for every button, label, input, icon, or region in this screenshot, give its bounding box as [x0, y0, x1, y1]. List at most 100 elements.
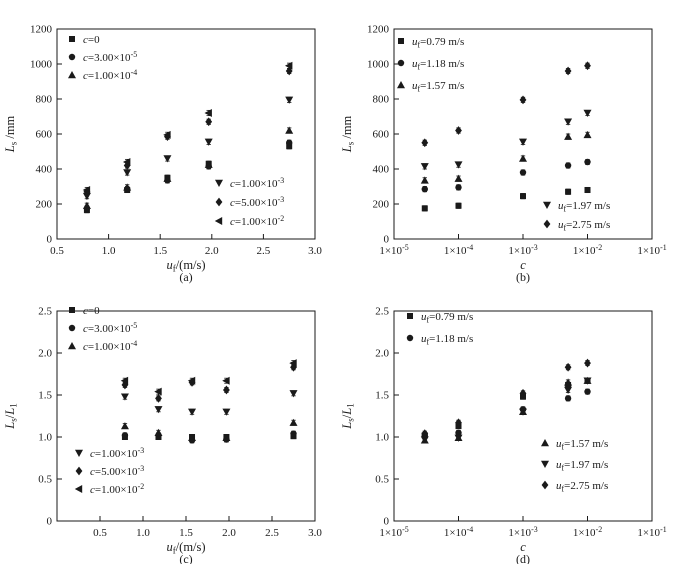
data-point — [455, 184, 462, 191]
legend-label: uf=1.18 m/s — [421, 333, 473, 347]
y-axis-label: Ls/L1 — [340, 403, 356, 429]
data-point — [120, 393, 129, 401]
series-triangle-up — [82, 126, 294, 209]
data-point — [154, 387, 162, 396]
data-point — [120, 422, 129, 430]
panel-c: 0.5 1.0 1.5 2.0 2.5 3.0 0 0.5 1.0 1.5 2.0 2.5 uf/(m/… — [0, 282, 337, 564]
series-square — [421, 186, 591, 212]
series-triangle-up — [120, 418, 298, 442]
x-tick-label: 3.0 — [308, 527, 322, 539]
y-tick-label: 400 — [373, 164, 390, 176]
data-point — [421, 429, 429, 439]
y-tick-label: 0 — [47, 516, 53, 528]
x-tick-label: 1.0 — [136, 527, 150, 539]
series-triangle-left — [82, 61, 293, 194]
panel-d: 1×10-5 1×10-4 1×10-3 1×10-2 1×10-1 0 0.5 1.0 1.5… — [337, 282, 674, 564]
data-point — [519, 388, 527, 398]
legend-marker — [397, 59, 405, 67]
legend-marker — [215, 197, 223, 207]
legend-label: c=0 — [83, 305, 100, 317]
x-axis-label: c — [520, 540, 526, 554]
data-point — [187, 376, 196, 385]
y-tick-label: 800 — [373, 94, 390, 106]
data-point — [564, 118, 573, 126]
data-point — [290, 430, 297, 437]
data-point — [584, 187, 591, 193]
series-circle — [421, 158, 591, 193]
data-point — [583, 130, 592, 139]
data-point — [454, 434, 463, 442]
legend-group: uf=0.79 m/s uf=1.18 m/s — [406, 311, 473, 347]
legend-label: c=0 — [83, 34, 100, 46]
legend-marker — [397, 81, 405, 89]
y-tick-label: 600 — [36, 129, 53, 141]
data-point — [285, 126, 294, 134]
x-tick-label: 1×10-2 — [573, 243, 602, 257]
legend-marker — [215, 179, 223, 187]
data-point — [188, 408, 197, 416]
data-point — [421, 138, 429, 148]
x-axis-label: uf/(m/s) — [166, 258, 205, 274]
series-triangle-down — [120, 390, 298, 416]
data-point — [289, 418, 298, 426]
data-point — [420, 176, 429, 184]
legend-group: c=0 c=3.00×10-5 c=1.00×10-4 — [68, 34, 137, 82]
data-point — [286, 139, 293, 146]
legend-marker — [543, 201, 551, 209]
data-point — [289, 390, 298, 398]
y-axis-label: Ls /mm — [340, 115, 356, 153]
x-tick-label: 1.5 — [179, 527, 193, 539]
data-point — [121, 432, 129, 439]
legend-label: c=3.00×10-5 — [83, 321, 137, 335]
legend-marker — [68, 71, 76, 79]
data-point — [123, 161, 131, 170]
data-point — [455, 202, 462, 209]
y-tick-label: 200 — [36, 199, 53, 211]
data-point — [223, 385, 230, 395]
data-point — [120, 376, 129, 385]
x-tick-label: 1×10-5 — [379, 525, 408, 539]
legend-group: c=1.00×10-3 c=5.00×10-3 c=1.00×10-2 — [74, 446, 144, 496]
y-tick-label: 1200 — [30, 24, 53, 36]
data-point — [204, 138, 213, 146]
x-tick-label: 0.5 — [50, 245, 64, 257]
data-point — [286, 143, 293, 150]
data-point — [454, 161, 463, 169]
data-point — [222, 433, 231, 442]
series-diamond — [421, 358, 591, 439]
x-tick-label: 1.0 — [102, 245, 116, 257]
series-triangle-left — [120, 359, 297, 396]
data-point — [285, 61, 293, 70]
y-tick-label: 1000 — [367, 59, 390, 71]
y-tick-label: 200 — [373, 199, 390, 211]
data-point — [455, 429, 462, 436]
data-point — [155, 393, 162, 403]
legend-group: uf=0.79 m/s uf=1.18 m/s uf=1.57 m/s — [397, 36, 464, 93]
legend-label: uf=0.79 m/s — [412, 36, 464, 50]
data-point — [420, 436, 429, 444]
legend-label: c=3.00×10-5 — [83, 50, 137, 64]
data-point — [222, 376, 230, 385]
series-diamond — [121, 362, 297, 403]
y-axis-label: Ls /mm — [3, 115, 19, 153]
x-tick-label: 1×10-3 — [508, 243, 537, 257]
chart-c-canvas: 0.5 1.0 1.5 2.0 2.5 3.0 0 0.5 1.0 1.5 2.0 2.5 uf/(m/… — [3, 305, 322, 564]
legend-marker — [543, 219, 551, 229]
legend-label: c=1.00×10-4 — [83, 339, 137, 353]
series-triangle-down — [420, 109, 592, 171]
data-point — [154, 428, 163, 436]
x-tick-label: 1×10-4 — [444, 525, 473, 539]
legend-marker — [541, 460, 549, 468]
data-point — [122, 158, 131, 166]
y-tick-label: 0.5 — [375, 474, 389, 486]
legend-marker — [214, 217, 223, 225]
x-tick-label: 2.0 — [205, 245, 219, 257]
chart-d-canvas: 1×10-5 1×10-4 1×10-3 1×10-2 1×10-1 0 0.5 1.0 1.5… — [340, 306, 667, 564]
legend-group: uf=1.57 m/s uf=1.97 m/s uf=2.75 m/s — [541, 438, 608, 493]
legend-marker — [407, 313, 413, 319]
legend-marker — [68, 324, 76, 332]
data-point — [82, 186, 91, 194]
data-point — [564, 132, 573, 140]
series-diamond — [421, 61, 591, 148]
y-tick-label: 1.0 — [375, 432, 389, 444]
